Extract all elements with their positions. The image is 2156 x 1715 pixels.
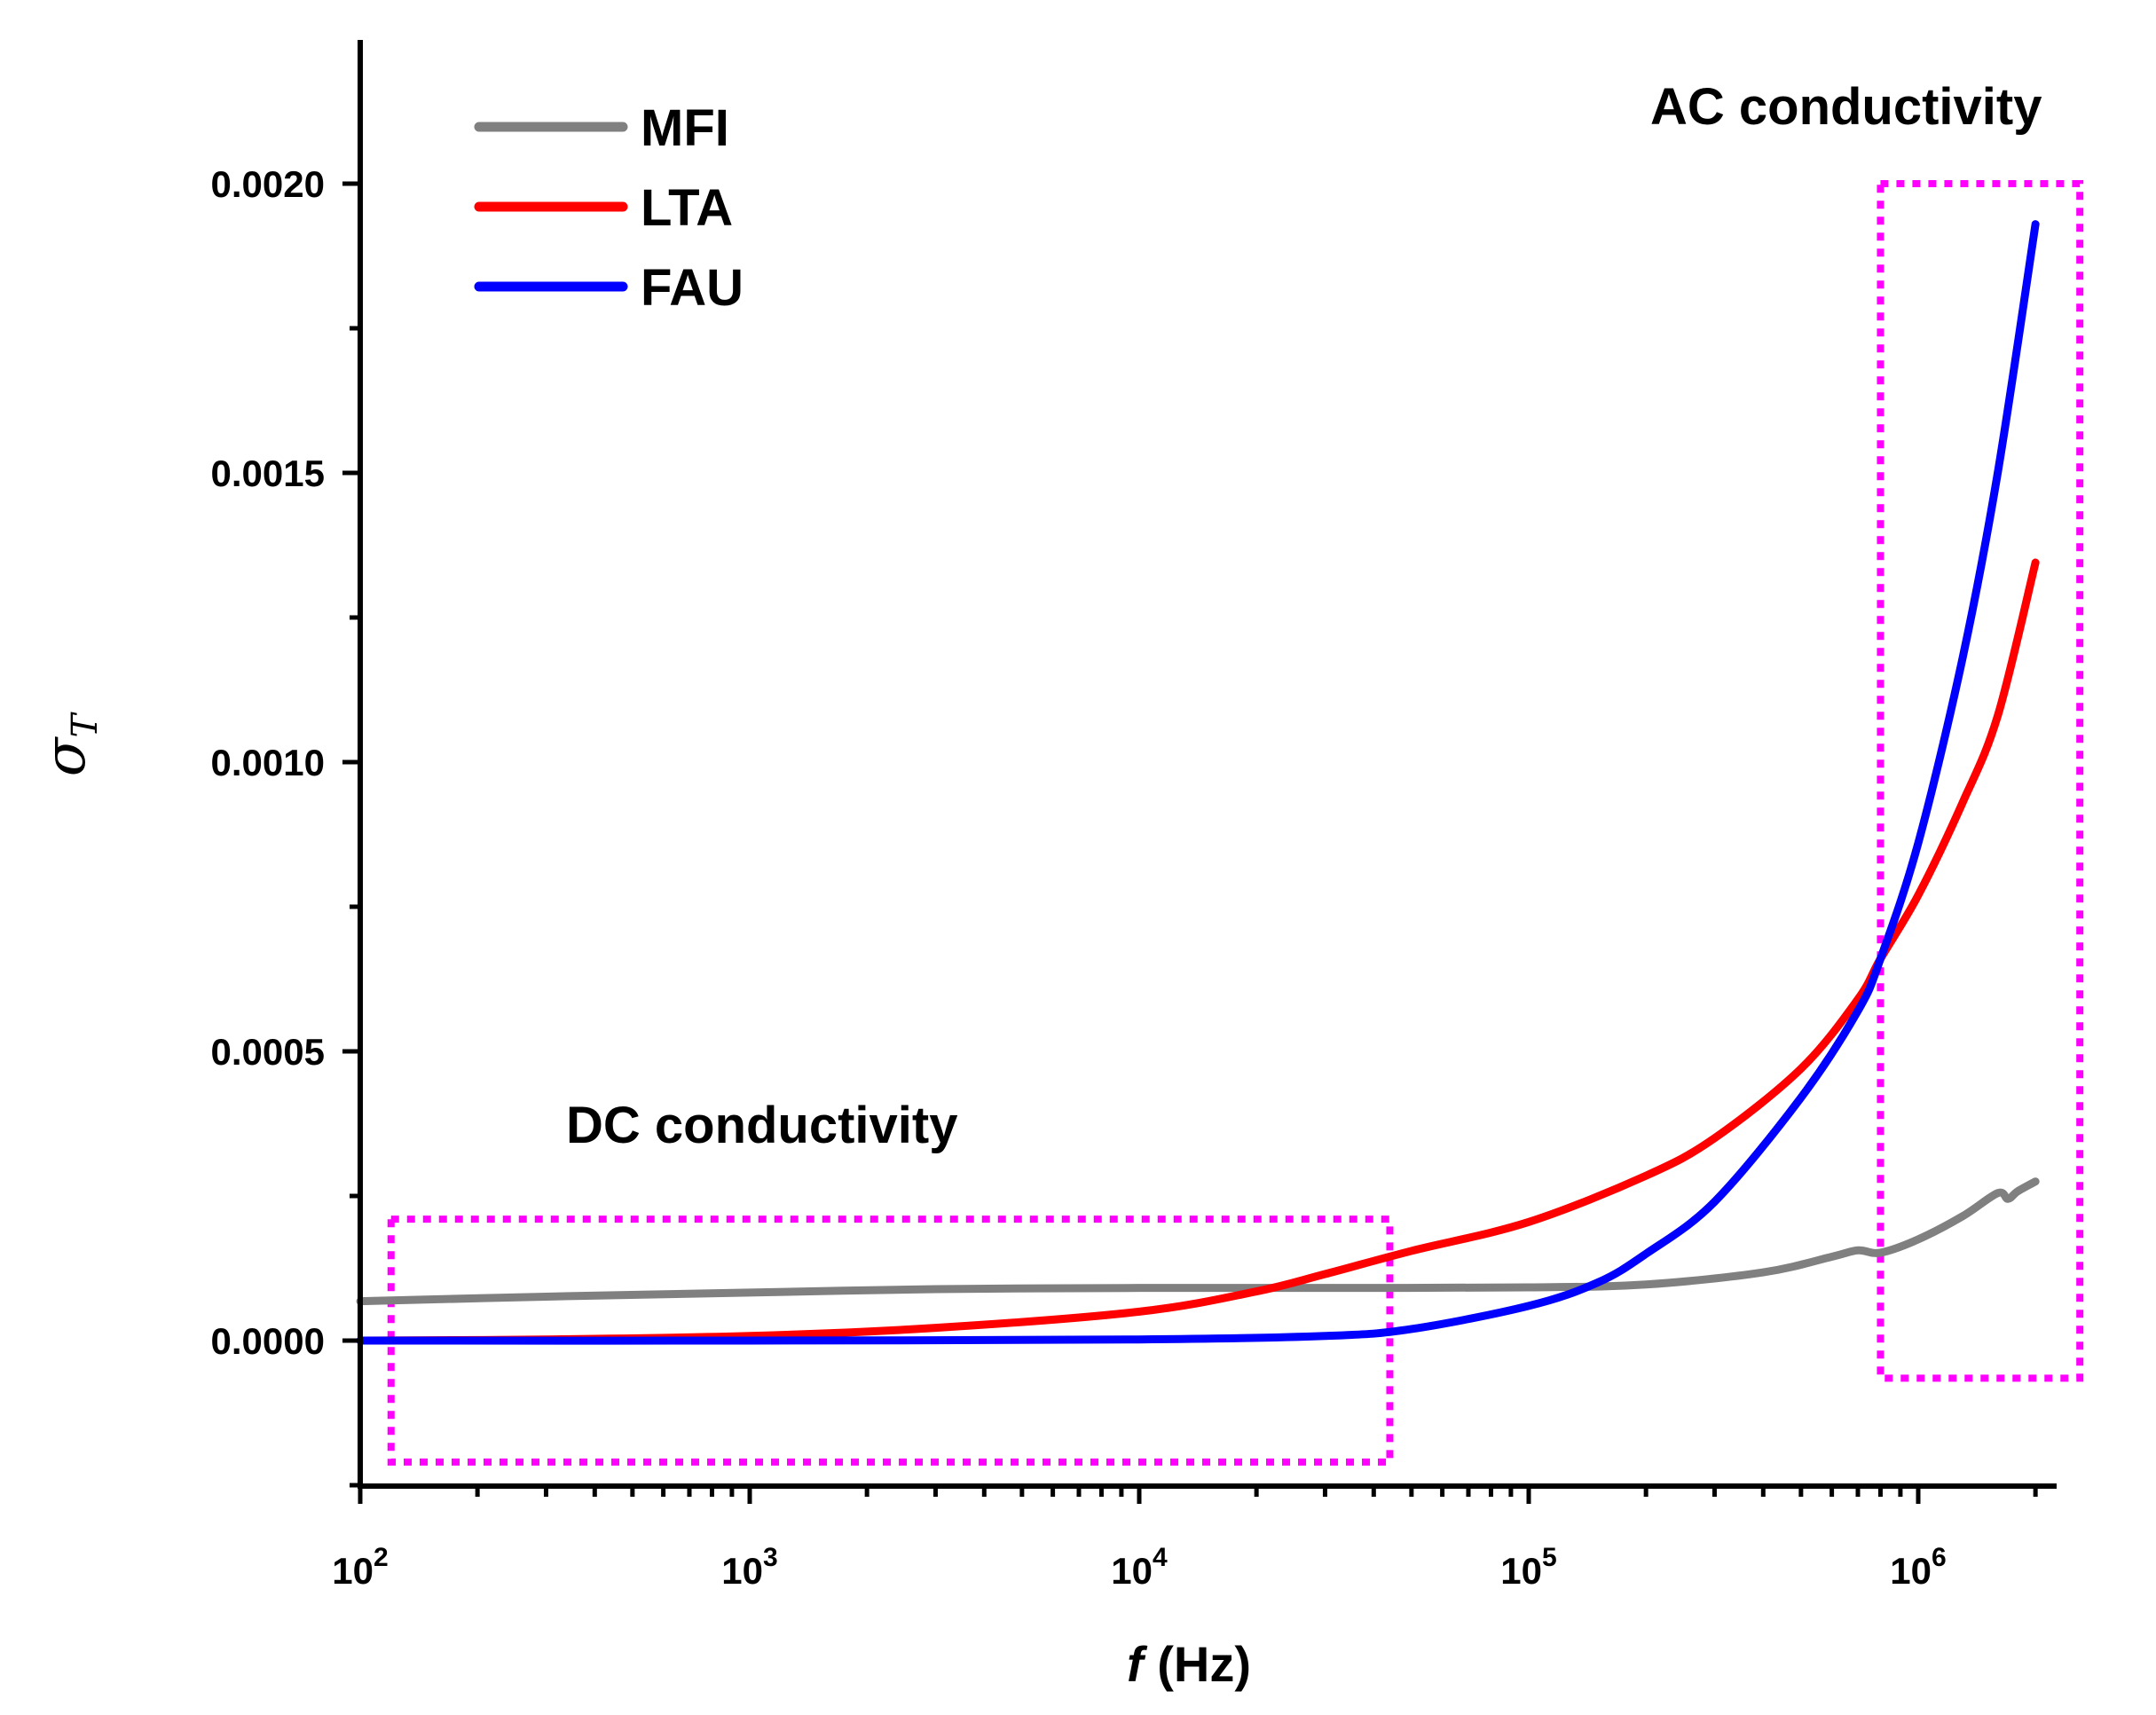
x-tick-label: 106 [1890, 1543, 1946, 1592]
x-tick-label: 105 [1500, 1543, 1556, 1592]
series-line-fau [356, 220, 2040, 1345]
legend-label-mfi: MFI [641, 99, 729, 157]
annotation-ac-text: AC conductivity [1650, 78, 2042, 136]
y-axis-title-group: σT [33, 712, 106, 777]
x-ticks [358, 1486, 2038, 1504]
y-tick-label: 0.0010 [211, 742, 325, 783]
y-tick-label: 0.0000 [211, 1320, 325, 1362]
series-group [356, 220, 2040, 1345]
annotation-boxes [387, 180, 2084, 1466]
annotation-dc-text: DC conductivity [566, 1097, 958, 1154]
y-tick-label: 0.0020 [211, 163, 325, 205]
legend-label-fau: FAU [641, 259, 744, 317]
y-axis-title: σT [33, 712, 106, 777]
y-tick-label: 0.0015 [211, 452, 325, 494]
annotation-box-0 [387, 1215, 1394, 1466]
y-ticks [342, 181, 360, 1488]
legend-label-lta: LTA [641, 179, 733, 237]
series-line-lta [356, 558, 2040, 1345]
x-axis-title: f (Hz) [1127, 1636, 1251, 1692]
legend: MFI LTA FAU [474, 99, 744, 317]
annotation-box-1 [1877, 180, 2084, 1382]
x-tick-label: 102 [332, 1543, 388, 1592]
x-tick-label: 104 [1111, 1543, 1168, 1592]
series-line-mfi [356, 1177, 2040, 1306]
x-tick-label: 103 [721, 1543, 777, 1592]
y-tick-label: 0.0005 [211, 1031, 325, 1073]
